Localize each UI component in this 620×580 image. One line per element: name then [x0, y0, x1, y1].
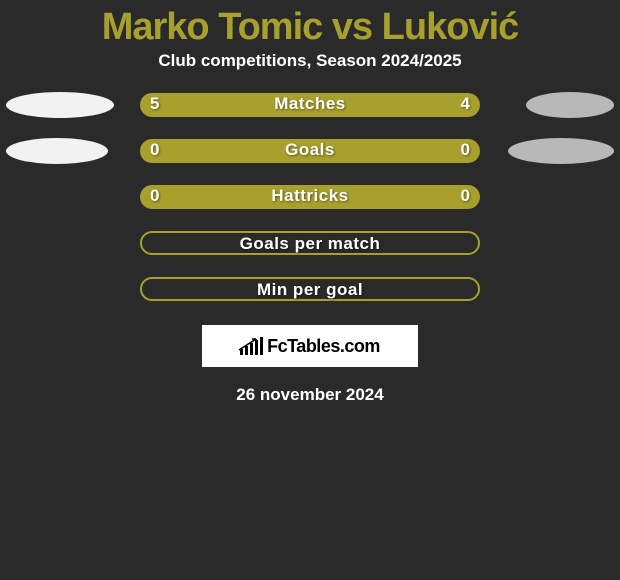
logo: FcTables.com	[240, 336, 380, 357]
right-ellipse	[526, 92, 614, 118]
stat-bar: 0 0Hattricks	[140, 185, 480, 209]
date-label: 26 november 2024	[0, 385, 620, 405]
stat-label: Goals per match	[142, 234, 478, 254]
stat-left-value: 0	[150, 140, 159, 160]
stat-bar: 0 0Goals	[140, 139, 480, 163]
logo-text: FcTables.com	[267, 336, 380, 357]
stat-bar: Goals per match	[140, 231, 480, 255]
stat-row: 5 4Matches	[0, 93, 620, 117]
page-subtitle: Club competitions, Season 2024/2025	[0, 51, 620, 93]
stat-row: Min per goal	[0, 277, 620, 301]
stat-left-value: 5	[150, 94, 159, 114]
stat-right-value: 0	[461, 140, 470, 160]
stat-row: Goals per match	[0, 231, 620, 255]
right-ellipse	[508, 138, 614, 164]
stats-rows: 54Matches00Goals00HattricksGoals per mat…	[0, 93, 620, 301]
stat-label: Matches	[140, 94, 480, 114]
stat-label: Min per goal	[142, 280, 478, 300]
stat-row: 0 0Goals	[0, 139, 620, 163]
stat-bar: 5 4Matches	[140, 93, 480, 117]
stat-left-value: 0	[150, 186, 159, 206]
stat-bar: Min per goal	[140, 277, 480, 301]
logo-chart-icon	[240, 337, 263, 355]
stat-label: Goals	[140, 140, 480, 160]
left-ellipse	[6, 92, 114, 118]
stat-right-value: 4	[461, 94, 470, 114]
page-title: Marko Tomic vs Luković	[0, 0, 620, 51]
logo-box: FcTables.com	[202, 325, 418, 367]
stat-right-value: 0	[461, 186, 470, 206]
stat-row: 0 0Hattricks	[0, 185, 620, 209]
left-ellipse	[6, 138, 108, 164]
stat-label: Hattricks	[140, 186, 480, 206]
